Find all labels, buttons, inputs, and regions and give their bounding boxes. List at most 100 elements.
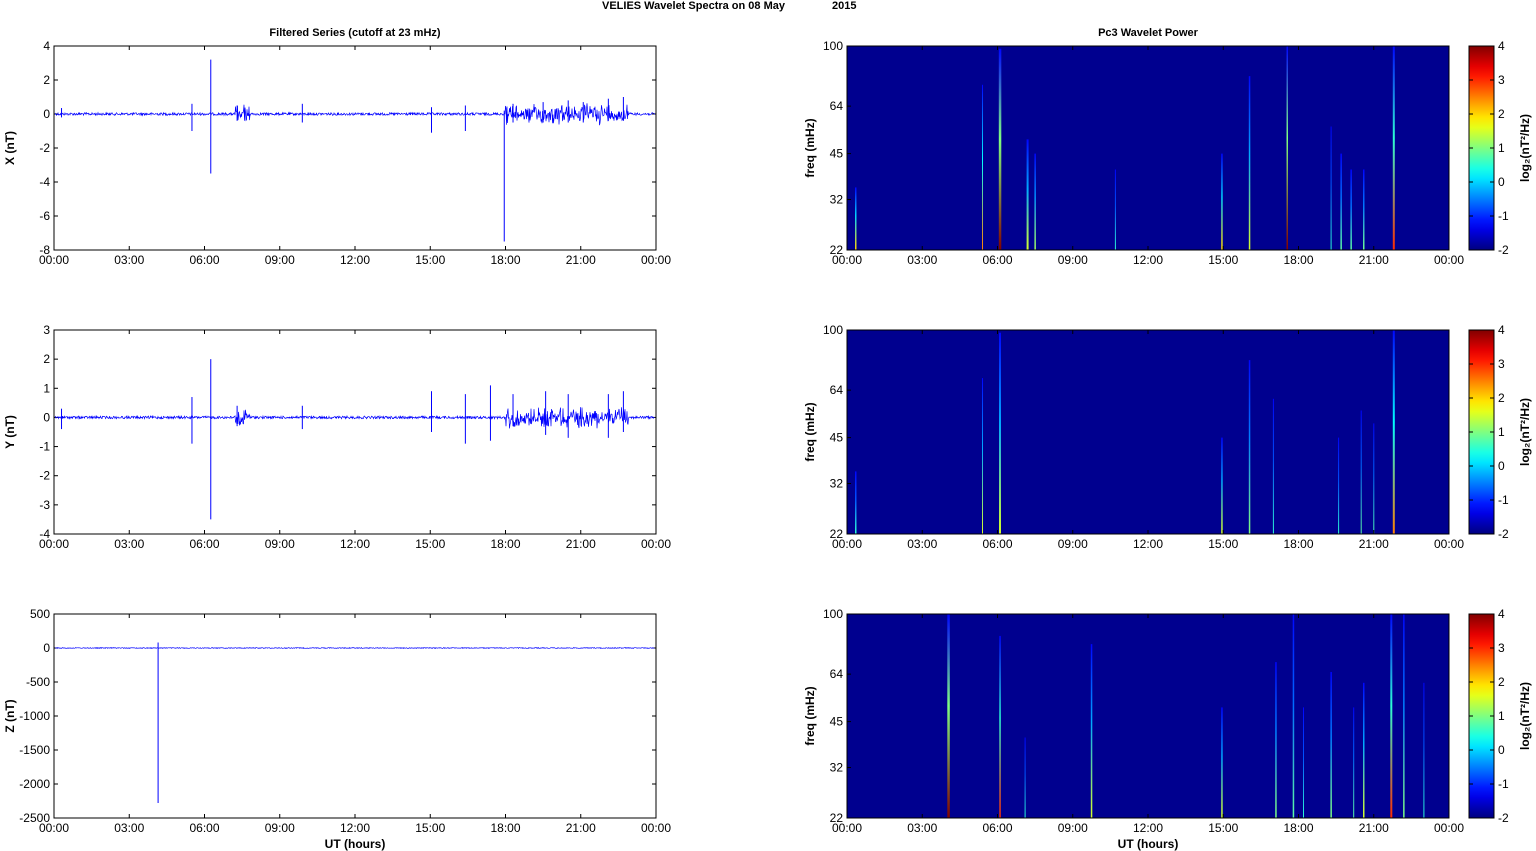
x-axis-label-right: UT (hours) (1118, 837, 1179, 851)
wavelet-power-streak (1272, 398, 1274, 534)
y-tick-label: 1 (43, 381, 50, 395)
x-tick-label: 00:00 (39, 821, 69, 835)
x-tick-label: 12:00 (340, 821, 370, 835)
y-tick-label: 100 (823, 607, 843, 621)
x-tick-label: 00:00 (1434, 537, 1464, 551)
x-tick-label: 15:00 (1208, 253, 1238, 267)
y-tick-label: -1 (39, 440, 50, 454)
x-tick-label: 18:00 (490, 253, 520, 267)
x-tick-label: 09:00 (1058, 253, 1088, 267)
colorbar-tick-label: -1 (1498, 777, 1509, 791)
wavelet-power-streak (999, 635, 1001, 818)
y-tick-label: 0 (43, 410, 50, 424)
wavelet-power-streak (1338, 437, 1340, 534)
y-tick-label: 500 (30, 607, 50, 621)
y-tick-label: 64 (830, 99, 844, 113)
x-tick-label: 09:00 (1058, 821, 1088, 835)
figure-title-left: VELIES Wavelet Spectra on 08 May (602, 0, 786, 12)
x-tick-label: 18:00 (490, 821, 520, 835)
wavelet-power-streak (1034, 153, 1036, 250)
x-tick-label: 00:00 (1434, 253, 1464, 267)
y-tick-label: 100 (823, 39, 843, 53)
wavelet-power-streak (1350, 169, 1352, 250)
wavelet-power-streak (1392, 330, 1395, 534)
left-column-title: Filtered Series (cutoff at 23 mHz) (269, 27, 440, 39)
y-tick-label: 64 (830, 667, 844, 681)
colorbar-tick-label: 0 (1498, 743, 1505, 757)
x-tick-label: 15:00 (415, 537, 445, 551)
wavelet-power-streak (982, 378, 983, 534)
y-tick-label: 45 (830, 147, 844, 161)
wavelet-power-streak (1248, 360, 1251, 534)
x-tick-label: 03:00 (907, 253, 937, 267)
series-trace (54, 646, 655, 650)
x-tick-label: 06:00 (189, 253, 219, 267)
plot-area (53, 613, 657, 819)
wavelet-power-streak (1330, 672, 1332, 818)
x-tick-label: 18:00 (1283, 821, 1313, 835)
wavelet-power-streak (855, 471, 857, 534)
colorbar-tick-label: 1 (1498, 709, 1505, 723)
wavelet-power-streak (1026, 139, 1029, 250)
colorbar: 4 3 2 1 0 -1 -2 log₂(nT²/Hz) (1468, 607, 1532, 825)
y-axis-label: Y (nT) (3, 415, 17, 449)
x-tick-label: 12:00 (340, 253, 370, 267)
y-tick-label: 0 (43, 641, 50, 655)
wavelet-power-streak (1403, 614, 1405, 818)
x-tick-label: 03:00 (907, 537, 937, 551)
colorbar-tick-label: 4 (1498, 607, 1505, 621)
y-tick-label: -4 (39, 527, 50, 541)
wavelet-power-streak (1248, 76, 1251, 250)
colorbar-tick-label: 2 (1498, 391, 1505, 405)
wavelet-power-streak (1360, 410, 1362, 534)
y-axis-label: Z (nT) (3, 699, 17, 732)
y-tick-label: 22 (830, 811, 844, 825)
wavelet-power-streak (1330, 126, 1332, 250)
y-tick-label: 32 (830, 193, 844, 207)
colorbar: 4 3 2 1 0 -1 -2 log₂(nT²/Hz) (1468, 323, 1532, 541)
wavelet-power-streak (1363, 682, 1365, 818)
x-tick-label: 21:00 (566, 253, 596, 267)
y-tick-label: -2 (39, 141, 50, 155)
y-tick-label: -2500 (19, 811, 50, 825)
spectrogram-background (847, 614, 1449, 818)
colorbar-tick-label: 2 (1498, 675, 1505, 689)
y-axis-label: X (nT) (3, 131, 17, 165)
wavelet-power-streak (1275, 662, 1277, 818)
x-tick-label: 09:00 (265, 537, 295, 551)
wavelet-power-streak (1292, 614, 1295, 818)
colorbar-tick-label: 0 (1498, 175, 1505, 189)
wavelet-power-streak (982, 84, 983, 250)
wavelet-power-streak (1373, 423, 1375, 534)
x-tick-label: 03:00 (114, 253, 144, 267)
y-tick-label: -2 (39, 469, 50, 483)
wavelet-power-streak (855, 187, 857, 250)
y-tick-label: 64 (830, 383, 844, 397)
right-column-title: Pc3 Wavelet Power (1098, 27, 1199, 39)
y-axis-label: freq (mHz) (803, 686, 817, 745)
colorbar-tick-label: 3 (1498, 73, 1505, 87)
wavelet-power-streak (1340, 153, 1342, 250)
spectrogram-background (847, 330, 1449, 534)
colorbar-tick-label: 3 (1498, 357, 1505, 371)
colorbar-tick-label: -2 (1498, 527, 1509, 541)
y-tick-label: 32 (830, 761, 844, 775)
x-tick-label: 00:00 (641, 821, 671, 835)
y-tick-label: 22 (830, 527, 844, 541)
colorbar-label: log₂(nT²/Hz) (1518, 398, 1532, 466)
plot-area (53, 329, 657, 535)
plot-area (53, 45, 657, 251)
wavelet-power-streak (1363, 169, 1365, 250)
wavelet-power-streak (1423, 682, 1425, 818)
x-tick-label: 09:00 (265, 821, 295, 835)
y-tick-label: -1500 (19, 743, 50, 757)
x-tick-label: 00:00 (641, 537, 671, 551)
series-trace (54, 103, 655, 126)
colorbar-tick-label: 4 (1498, 39, 1505, 53)
x-tick-label: 00:00 (832, 253, 862, 267)
colorbar-tick-label: -2 (1498, 243, 1509, 257)
x-tick-label: 00:00 (1434, 821, 1464, 835)
colorbar-tick-label: 1 (1498, 425, 1505, 439)
y-tick-label: 22 (830, 243, 844, 257)
